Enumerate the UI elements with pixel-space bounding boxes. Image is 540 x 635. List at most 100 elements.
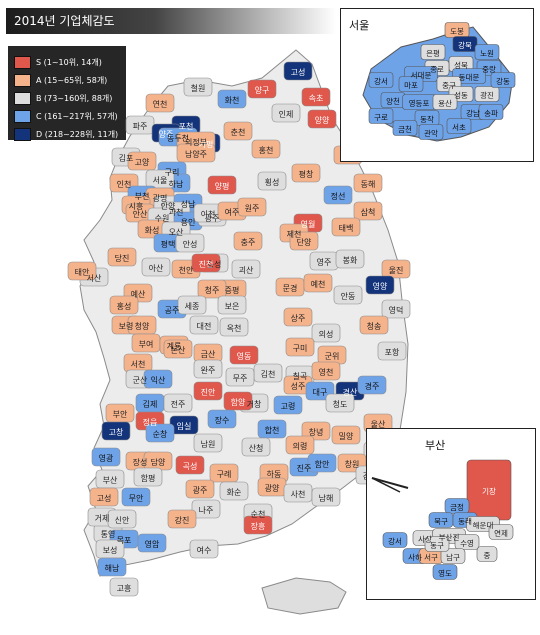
region-label: 영광 bbox=[99, 453, 114, 463]
busan-district-label: 금정 bbox=[450, 502, 464, 512]
region-label: 포항 bbox=[385, 348, 400, 357]
region-label: 함평 bbox=[141, 473, 156, 483]
region-label: 순천 bbox=[251, 509, 266, 519]
legend-label-d: D (218~228위, 11개) bbox=[36, 129, 119, 139]
region-label: 칠곡 bbox=[293, 372, 308, 381]
region-cell bbox=[137, 533, 167, 553]
region-label: 창녕 bbox=[309, 428, 324, 437]
region-label: 예천 bbox=[311, 279, 326, 289]
region-label: 금산 bbox=[201, 349, 216, 359]
region-label: 사천 bbox=[291, 489, 306, 499]
seoul-district-label: 노원 bbox=[480, 49, 494, 58]
region-cell bbox=[283, 61, 313, 81]
region-cell bbox=[285, 435, 315, 455]
region-label: 하남 bbox=[169, 179, 184, 189]
region-cell bbox=[247, 79, 277, 99]
region-label: 포천 bbox=[179, 121, 194, 131]
region-label: 안성 bbox=[183, 239, 198, 249]
region-label: 영덕 bbox=[389, 305, 404, 315]
region-cell bbox=[333, 285, 363, 305]
region-label: 장수 bbox=[215, 415, 230, 425]
region-cell bbox=[145, 93, 175, 113]
busan-district-cell bbox=[454, 534, 480, 550]
busan-district-label: 해운대 bbox=[473, 520, 494, 530]
region-cell bbox=[175, 233, 205, 253]
region-label: 홍천 bbox=[259, 145, 274, 155]
seoul-district-cell bbox=[368, 72, 394, 88]
region-label: 보성 bbox=[103, 546, 118, 555]
region-label: 인천 bbox=[117, 179, 132, 189]
region-cell bbox=[291, 163, 321, 183]
region-label: 영월 bbox=[301, 219, 316, 229]
region-cell bbox=[67, 261, 97, 281]
region-label: 목포 bbox=[117, 536, 132, 545]
region-label: 무주 bbox=[233, 374, 248, 383]
region-cell bbox=[97, 557, 127, 577]
legend-swatch-d bbox=[14, 127, 31, 141]
region-label: 완주 bbox=[201, 366, 216, 375]
region-cell bbox=[331, 425, 361, 445]
region-label: 오산 bbox=[169, 227, 184, 237]
region-label: 김천 bbox=[261, 369, 276, 379]
busan-district-label: 동래 bbox=[458, 517, 472, 526]
region-label: 고창 bbox=[109, 428, 124, 437]
legend-label-a: A (15~65위, 58개) bbox=[36, 75, 108, 85]
region-label: 춘천 bbox=[231, 127, 246, 137]
region-cell bbox=[109, 577, 139, 597]
region-cell bbox=[353, 201, 383, 221]
region-label: 김포 bbox=[119, 153, 134, 163]
busan-inset-title: 부산 bbox=[425, 439, 446, 452]
region-cell bbox=[207, 409, 237, 429]
region-label: 안동 bbox=[341, 291, 356, 301]
jeju-island bbox=[261, 577, 347, 615]
region-cell bbox=[217, 295, 247, 315]
region-label: 남양주 bbox=[185, 150, 207, 159]
seoul-district-cell bbox=[420, 44, 446, 60]
region-label: 부산 bbox=[103, 475, 118, 485]
region-label: 시흥 bbox=[129, 201, 144, 211]
region-label: 증평 bbox=[225, 285, 240, 295]
region-label: 수원 bbox=[155, 214, 170, 223]
region-label: 서울 bbox=[153, 176, 168, 185]
seoul-district-label: 중구 bbox=[442, 81, 456, 90]
busan-district-cell bbox=[424, 536, 450, 552]
region-label: 무안 bbox=[129, 493, 144, 503]
busan-district-cell bbox=[432, 564, 458, 580]
region-cell bbox=[311, 323, 341, 343]
region-label: 청송 bbox=[367, 322, 382, 331]
region-label: 장성 bbox=[133, 457, 148, 467]
region-label: 가평 bbox=[199, 139, 214, 149]
region-label: 거제 bbox=[95, 514, 110, 523]
legend-item-s: S (1~10위, 14개) bbox=[14, 54, 120, 70]
region-label: 함안 bbox=[315, 459, 330, 469]
legend-label-s: S (1~10위, 14개) bbox=[36, 57, 102, 67]
seoul-district-label: 성동 bbox=[454, 91, 468, 100]
region-cell bbox=[311, 361, 341, 381]
seoul-district-cell bbox=[392, 120, 418, 136]
region-label: 정읍 bbox=[143, 417, 158, 427]
region-label: 안산 bbox=[133, 209, 148, 219]
region-label: 담양 bbox=[151, 457, 166, 467]
region-label: 양주 bbox=[159, 130, 174, 139]
region-cell bbox=[175, 455, 205, 475]
seoul-district-label: 용산 bbox=[438, 98, 452, 108]
region-cell bbox=[101, 421, 131, 441]
seoul-district-label: 동대문 bbox=[459, 73, 480, 82]
region-cell bbox=[381, 299, 411, 319]
seoul-district-label: 강남 bbox=[466, 108, 480, 118]
region-label: 동두천 bbox=[167, 133, 189, 143]
busan-district-cell bbox=[476, 546, 498, 562]
region-label: 보령 bbox=[119, 322, 134, 331]
region-label: 전주 bbox=[171, 399, 186, 409]
region-label: 정선 bbox=[331, 191, 346, 201]
region-cell bbox=[219, 481, 249, 501]
region-cell bbox=[237, 197, 267, 217]
region-cell bbox=[191, 499, 221, 519]
region-label: 괴산 bbox=[239, 265, 254, 275]
region-label: 경산 bbox=[343, 387, 358, 397]
map-title: 2014년 기업체감도 bbox=[6, 8, 336, 34]
region-label: 철원 bbox=[191, 83, 206, 93]
seoul-district-label: 강서 bbox=[374, 76, 388, 86]
region-cell bbox=[231, 259, 261, 279]
